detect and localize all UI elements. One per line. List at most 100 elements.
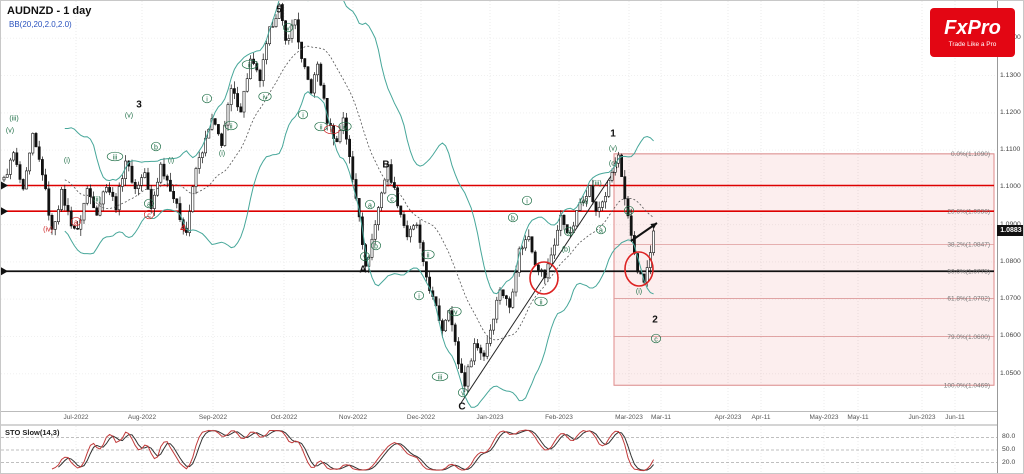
fib-level-label: 61.8%(1.0702) (947, 296, 990, 303)
candle-body (376, 207, 380, 226)
line-left-marker (1, 267, 8, 276)
candle-body (485, 343, 489, 357)
candle-body (597, 207, 601, 212)
candle-body (399, 205, 403, 215)
candle-body (584, 196, 588, 202)
candle-body (520, 247, 524, 250)
candle-body (533, 251, 537, 266)
wave-label-ring (338, 121, 352, 132)
candle-body (31, 133, 35, 154)
wave-label-ring (651, 333, 661, 344)
trendline (460, 166, 618, 404)
candle-body (245, 78, 249, 92)
wave-label-ring (431, 371, 449, 382)
time-axis[interactable]: Jul-2022 Aug-2022 Sep-2022 Oct-2022 Nov-2022… (1, 411, 997, 425)
candle-body (357, 198, 361, 218)
candle-body (588, 185, 592, 197)
candle-body (143, 172, 147, 178)
candle-body (610, 171, 614, 181)
candle-body (277, 4, 281, 19)
bollinger-middle-band (64, 45, 654, 341)
candle-body (108, 187, 112, 193)
fib-level-label: 100.0%(1.0469) (944, 383, 990, 390)
time-tick-label: Jan-2023 (476, 414, 504, 421)
candle-body (296, 19, 300, 43)
wave-label-ring (624, 205, 634, 216)
candle-body (495, 299, 499, 320)
wave-label-ring (387, 193, 397, 204)
candle-body (172, 191, 176, 200)
candle-body (274, 18, 278, 27)
candle-body (527, 236, 531, 241)
forecast-arrowhead (650, 223, 657, 229)
candle-body (223, 124, 227, 146)
candle-body (89, 188, 92, 198)
candle-body (63, 189, 67, 206)
wave-label: i (526, 198, 528, 205)
wave-label: (v) (609, 145, 617, 152)
candle-body (133, 182, 137, 190)
candle-body (645, 267, 649, 283)
wave-label: ii (319, 124, 323, 131)
wave-label: (i) (64, 157, 70, 164)
candle-body (536, 264, 540, 271)
time-tick-label: May-2023 (809, 414, 839, 421)
candle-body (293, 19, 297, 26)
candle-body (530, 236, 534, 253)
candle-body (226, 104, 230, 126)
wave-label-ring (360, 251, 370, 262)
wave-label: a (368, 202, 372, 209)
candle-body (28, 152, 32, 172)
candle-body (47, 188, 51, 216)
candle-body (322, 84, 326, 99)
time-tick-label: Feb-2023 (545, 414, 573, 421)
candle-body (18, 164, 22, 180)
main-chart[interactable]: 0.0%(1.1090) 23.6%(1.0936) 38.2%(1.0847) 50… (1, 1, 997, 411)
candle-body (82, 202, 86, 221)
time-tick-label: Mar-2023 (615, 414, 643, 421)
candle-body (351, 156, 355, 180)
fib-level-label: 79.0%(1.0600) (947, 334, 990, 341)
candle-body (236, 93, 240, 108)
candle-body (453, 324, 457, 342)
candle-body (191, 186, 195, 212)
wave-label: a (567, 229, 571, 236)
candle-body (335, 138, 339, 143)
fxpro-logo: FxPro Trade Like a Pro (930, 8, 1015, 57)
stochastic-panel[interactable] (1, 426, 997, 474)
candle-body (111, 191, 115, 197)
fib-level-label: 38.2%(1.0847) (947, 242, 990, 249)
wave-label-ring (365, 199, 375, 210)
wave-label-ring (596, 224, 606, 235)
fib-level-label: 0.0%(1.1090) (951, 151, 990, 158)
candle-body (34, 133, 38, 148)
candle-body (444, 319, 448, 332)
wave-label: 2 (652, 315, 658, 326)
price-axis[interactable]: 1.14001.13001.12001.11001.10001.09001.08… (997, 1, 1023, 473)
candle-body (463, 372, 467, 387)
bb-indicator-label: BB(20,20,2.0,2.0) (9, 20, 72, 29)
candle-body (242, 90, 246, 113)
candle-body (604, 195, 608, 203)
candle-body (565, 224, 569, 234)
time-tick-label: Jun-2023 (908, 414, 936, 421)
wave-label: b (374, 243, 378, 250)
candle-body (479, 347, 483, 354)
wave-label: 4 (180, 224, 186, 235)
wave-label-ring (258, 91, 272, 102)
candle-body (472, 343, 476, 362)
time-tick-label: Mar-11 (650, 414, 672, 421)
price-tick-label: 1.0900 (1000, 220, 1021, 228)
candle-body (412, 225, 416, 230)
wave-label-ring (522, 195, 532, 206)
wave-label: (b) (562, 246, 571, 253)
wave-label-ring (144, 198, 154, 209)
candle-body (380, 192, 384, 208)
sto-level-label: 80.0 (1002, 433, 1016, 441)
wave-label-ring (202, 93, 212, 104)
wave-label-ring (323, 124, 341, 135)
wave-label: 5 (276, 5, 282, 16)
candle-body (159, 163, 163, 183)
candle-body (469, 360, 473, 368)
candle-body (98, 203, 102, 216)
